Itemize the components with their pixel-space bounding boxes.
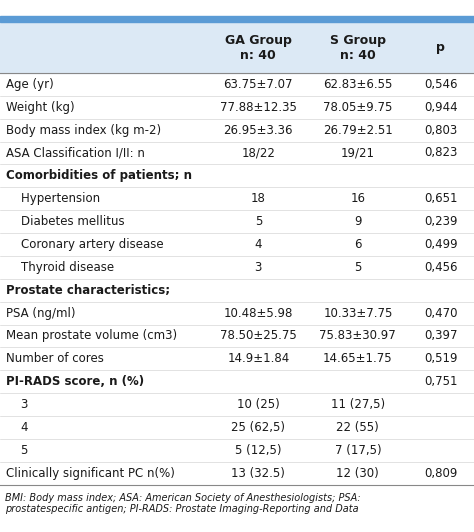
Text: 14.65±1.75: 14.65±1.75 [323, 352, 392, 365]
Text: 0,751: 0,751 [424, 375, 457, 388]
Text: 9: 9 [354, 215, 362, 228]
Text: 5: 5 [255, 215, 262, 228]
Text: Age (yr): Age (yr) [6, 78, 54, 91]
Text: 26.95±3.36: 26.95±3.36 [224, 123, 293, 137]
Text: 3: 3 [255, 261, 262, 274]
Text: 0,470: 0,470 [424, 306, 457, 320]
Text: 10 (25): 10 (25) [237, 398, 280, 411]
Text: Clinically significant PC n(%): Clinically significant PC n(%) [6, 467, 174, 480]
Text: 13 (32.5): 13 (32.5) [231, 467, 285, 480]
Text: 77.88±12.35: 77.88±12.35 [220, 101, 297, 114]
Text: 5 (12,5): 5 (12,5) [235, 444, 282, 457]
Text: 75.83±30.97: 75.83±30.97 [319, 329, 396, 343]
Text: 22 (55): 22 (55) [337, 421, 379, 434]
Text: p: p [437, 41, 445, 54]
Bar [0, 22, 474, 73]
Text: 0,499: 0,499 [424, 238, 457, 251]
Text: 19/21: 19/21 [341, 146, 375, 160]
Text: BMI: Body mass index; ASA: American Society of Anesthesiologists; PSA:
prostates: BMI: Body mass index; ASA: American Soci… [5, 493, 360, 514]
Text: S Group
n: 40: S Group n: 40 [330, 34, 386, 62]
Text: 78.50±25.75: 78.50±25.75 [220, 329, 297, 343]
Text: 5: 5 [354, 261, 362, 274]
Text: 4: 4 [6, 421, 28, 434]
Text: Prostate characteristics;: Prostate characteristics; [6, 284, 170, 297]
Text: 62.83±6.55: 62.83±6.55 [323, 78, 392, 91]
Text: Comorbidities of patients; n: Comorbidities of patients; n [6, 169, 191, 182]
Text: 18/22: 18/22 [241, 146, 275, 160]
Text: 11 (27,5): 11 (27,5) [331, 398, 385, 411]
Text: 0,809: 0,809 [424, 467, 457, 480]
Text: Coronary artery disease: Coronary artery disease [6, 238, 164, 251]
Text: Thyroid disease: Thyroid disease [6, 261, 114, 274]
Text: 3: 3 [6, 398, 28, 411]
Text: 5: 5 [6, 444, 28, 457]
Text: 12 (30): 12 (30) [337, 467, 379, 480]
Text: 63.75±7.07: 63.75±7.07 [224, 78, 293, 91]
Text: 4: 4 [255, 238, 262, 251]
Text: Body mass index (kg m-2): Body mass index (kg m-2) [6, 123, 161, 137]
Text: 0,519: 0,519 [424, 352, 457, 365]
Text: PSA (ng/ml): PSA (ng/ml) [6, 306, 75, 320]
Text: Number of cores: Number of cores [6, 352, 103, 365]
Text: ASA Classification I/II: n: ASA Classification I/II: n [6, 146, 145, 160]
Text: Diabetes mellitus: Diabetes mellitus [6, 215, 124, 228]
Text: 0,397: 0,397 [424, 329, 457, 343]
Text: 18: 18 [251, 192, 266, 205]
Text: 0,944: 0,944 [424, 101, 457, 114]
Text: 10.33±7.75: 10.33±7.75 [323, 306, 392, 320]
Text: 0,239: 0,239 [424, 215, 457, 228]
Text: 0,651: 0,651 [424, 192, 457, 205]
Text: 14.9±1.84: 14.9±1.84 [227, 352, 290, 365]
Text: 26.79±2.51: 26.79±2.51 [323, 123, 393, 137]
Text: 10.48±5.98: 10.48±5.98 [224, 306, 293, 320]
Text: 7 (17,5): 7 (17,5) [335, 444, 381, 457]
Text: 25 (62,5): 25 (62,5) [231, 421, 285, 434]
Text: 6: 6 [354, 238, 362, 251]
Text: GA Group
n: 40: GA Group n: 40 [225, 34, 292, 62]
Text: Weight (kg): Weight (kg) [6, 101, 74, 114]
Text: PI-RADS score, n (%): PI-RADS score, n (%) [6, 375, 144, 388]
Text: 0,803: 0,803 [424, 123, 457, 137]
Text: 78.05±9.75: 78.05±9.75 [323, 101, 392, 114]
Text: 0,456: 0,456 [424, 261, 457, 274]
Text: 16: 16 [350, 192, 365, 205]
Text: 0,823: 0,823 [424, 146, 457, 160]
Text: Mean prostate volume (cm3): Mean prostate volume (cm3) [6, 329, 177, 343]
Bar [0, 16, 474, 22]
Text: Hypertension: Hypertension [6, 192, 100, 205]
Text: 0,546: 0,546 [424, 78, 457, 91]
